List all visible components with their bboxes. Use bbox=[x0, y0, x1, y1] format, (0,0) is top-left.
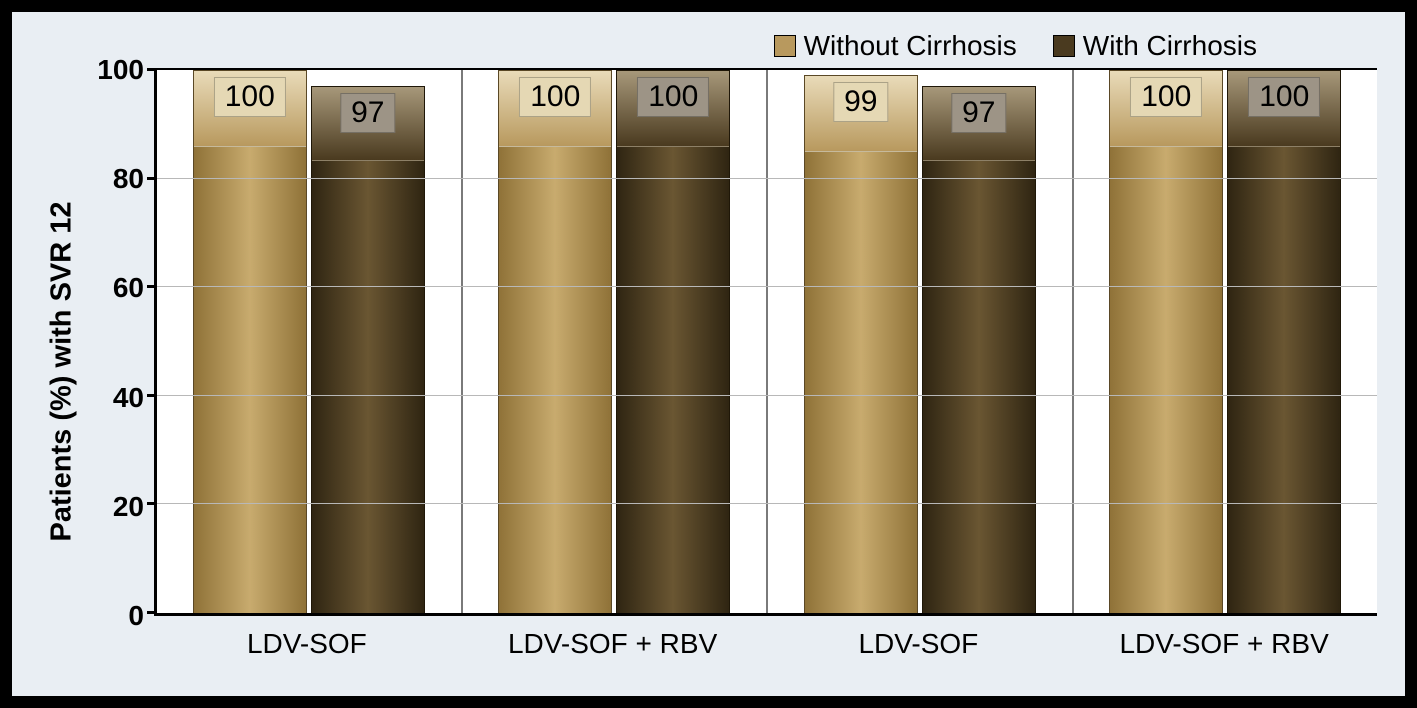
bar-value-label: 100 bbox=[637, 77, 709, 117]
bar-body bbox=[312, 161, 424, 613]
chart-body: Patients (%) with SVR 12 0 20 40 60 80 100 10… bbox=[40, 70, 1377, 672]
bar: 100 bbox=[1109, 70, 1223, 613]
bar: 100 bbox=[193, 70, 307, 613]
y-tick-mark bbox=[147, 502, 157, 505]
plot-column: 0 20 40 60 80 100 100 97 100 100 99 97 100 100 LDV-S… bbox=[84, 70, 1377, 672]
y-tick-label: 60 bbox=[113, 272, 144, 304]
bar-group: 100 100 bbox=[463, 70, 769, 613]
bar-body bbox=[194, 147, 306, 613]
gridline bbox=[157, 178, 1377, 179]
bar-value-label: 99 bbox=[833, 82, 888, 122]
gridline bbox=[157, 286, 1377, 287]
y-tick-mark bbox=[147, 285, 157, 288]
bar: 100 bbox=[1227, 70, 1341, 613]
bar-body bbox=[499, 147, 611, 613]
legend-item-without-cirrhosis: Without Cirrhosis bbox=[774, 30, 1017, 62]
y-tick-mark bbox=[147, 394, 157, 397]
y-tick-mark bbox=[147, 611, 157, 614]
bar: 99 bbox=[804, 75, 918, 613]
y-axis-ticks: 020406080100 bbox=[84, 70, 154, 616]
plot-area: 020406080100 100971001009997100100 bbox=[84, 70, 1377, 616]
y-tick-mark bbox=[147, 177, 157, 180]
y-tick-mark bbox=[147, 68, 157, 71]
bar-body bbox=[923, 161, 1035, 613]
legend-swatch-with bbox=[1053, 35, 1075, 57]
y-axis-label: Patients (%) with SVR 12 bbox=[46, 201, 79, 541]
y-tick-label: 80 bbox=[113, 163, 144, 195]
bar-groups: 100 97 100 100 99 97 100 100 bbox=[157, 70, 1377, 613]
bar: 97 bbox=[922, 86, 1036, 613]
bar: 100 bbox=[498, 70, 612, 613]
plot: 100 97 100 100 99 97 100 100 bbox=[154, 70, 1377, 616]
x-axis-label: LDV-SOF bbox=[154, 616, 460, 672]
bar-value-label: 100 bbox=[1130, 77, 1202, 117]
gridline bbox=[157, 503, 1377, 504]
y-tick-label: 40 bbox=[113, 382, 144, 414]
legend-item-with-cirrhosis: With Cirrhosis bbox=[1053, 30, 1257, 62]
bar-value-label: 100 bbox=[214, 77, 286, 117]
bar: 97 bbox=[311, 86, 425, 613]
chart-frame: Without Cirrhosis With Cirrhosis Patient… bbox=[0, 0, 1417, 708]
x-axis-labels: LDV-SOFLDV-SOF + RBVLDV-SOFLDV-SOF + RBV bbox=[84, 616, 1377, 672]
y-axis-label-wrap: Patients (%) with SVR 12 bbox=[40, 70, 84, 672]
y-tick-label: 20 bbox=[113, 491, 144, 523]
bar-value-label: 100 bbox=[519, 77, 591, 117]
legend-swatch-without bbox=[774, 35, 796, 57]
x-axis-label: LDV-SOF bbox=[766, 616, 1072, 672]
bar-value-label: 97 bbox=[951, 93, 1006, 133]
legend-label-without: Without Cirrhosis bbox=[804, 30, 1017, 62]
bar-value-label: 97 bbox=[340, 93, 395, 133]
bar-group: 99 97 bbox=[768, 70, 1074, 613]
bar-group: 100 97 bbox=[157, 70, 463, 613]
x-axis-label: LDV-SOF + RBV bbox=[1071, 616, 1377, 672]
bar-body bbox=[805, 152, 917, 613]
x-axis-label: LDV-SOF + RBV bbox=[460, 616, 766, 672]
bar-body bbox=[617, 147, 729, 613]
bar-body bbox=[1228, 147, 1340, 613]
bar: 100 bbox=[616, 70, 730, 613]
legend: Without Cirrhosis With Cirrhosis bbox=[40, 30, 1377, 62]
legend-label-with: With Cirrhosis bbox=[1083, 30, 1257, 62]
gridline bbox=[157, 68, 1377, 70]
bar-value-label: 100 bbox=[1248, 77, 1320, 117]
bar-body bbox=[1110, 147, 1222, 613]
bar-group: 100 100 bbox=[1074, 70, 1378, 613]
y-tick-label: 0 bbox=[128, 600, 144, 632]
gridline bbox=[157, 395, 1377, 396]
y-tick-label: 100 bbox=[97, 54, 144, 86]
